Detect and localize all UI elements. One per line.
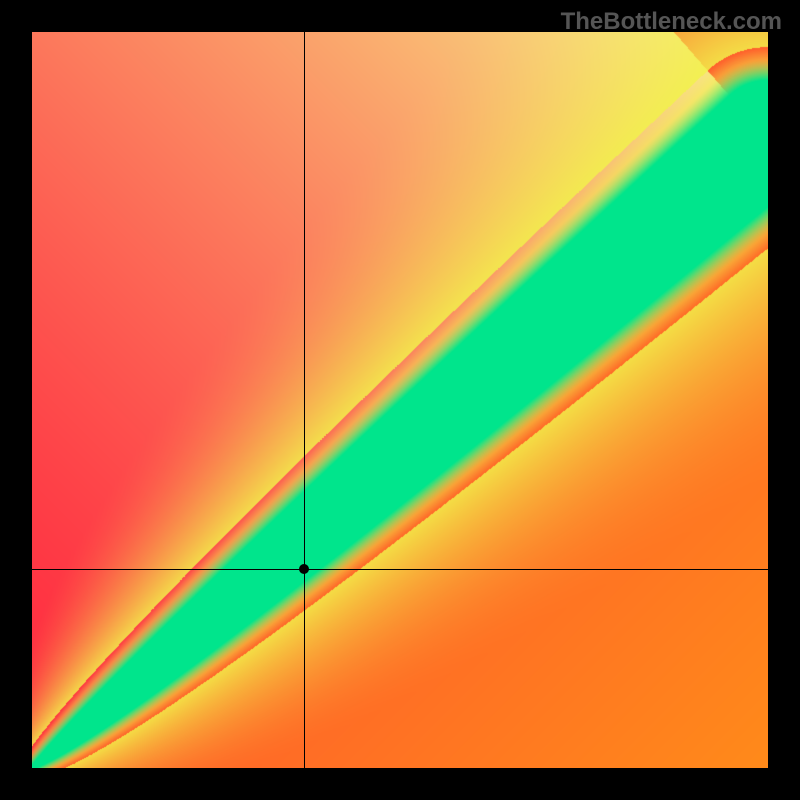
marker-point bbox=[299, 564, 309, 574]
watermark-text: TheBottleneck.com bbox=[561, 8, 782, 36]
plot-frame bbox=[0, 0, 800, 800]
plot-area bbox=[32, 32, 768, 768]
heatmap-canvas bbox=[32, 32, 768, 768]
crosshair-horizontal bbox=[32, 569, 768, 570]
crosshair-vertical bbox=[304, 32, 305, 768]
